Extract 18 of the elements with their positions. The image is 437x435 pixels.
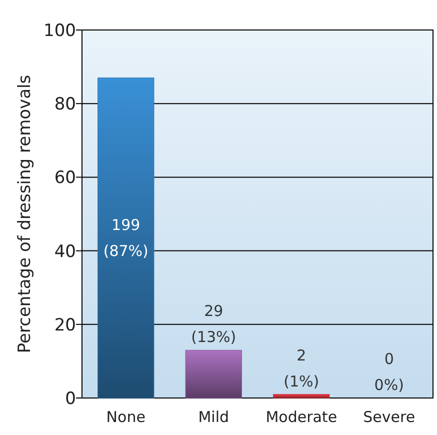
x-tick-label: Mild xyxy=(198,408,230,426)
data-label: 0 0%) xyxy=(374,350,404,394)
x-tick-label: Moderate xyxy=(266,408,338,426)
y-tick-label: 100 xyxy=(44,20,76,41)
y-tick-label: 80 xyxy=(54,94,76,115)
x-tick-label: Severe xyxy=(363,408,416,426)
data-label: 29 (13%) xyxy=(191,302,236,346)
y-tick-label: 0 xyxy=(65,388,76,409)
x-tick-label: None xyxy=(106,408,146,426)
y-tick-label: 40 xyxy=(54,242,76,262)
y-tick-label: 20 xyxy=(54,315,76,336)
bar xyxy=(273,394,330,398)
y-tick-label: 60 xyxy=(54,168,76,188)
y-axis-title: Percentage of dressing removals xyxy=(15,74,35,354)
bar xyxy=(185,350,242,398)
data-label: 199 (87%) xyxy=(103,216,148,260)
bar xyxy=(98,78,154,398)
data-label: 2 (1%) xyxy=(284,346,320,390)
